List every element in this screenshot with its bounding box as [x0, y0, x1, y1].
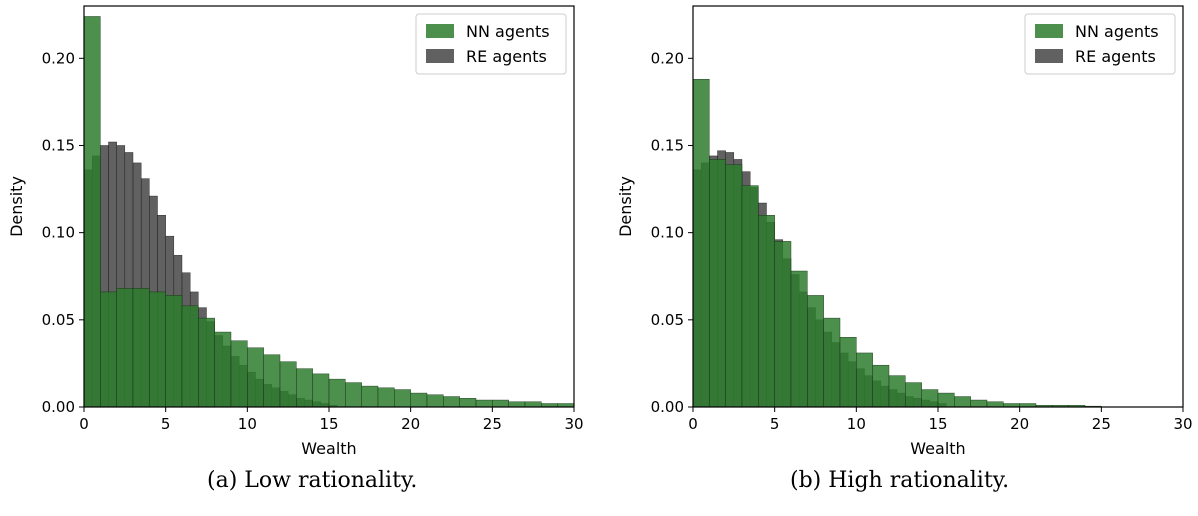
legend-swatch — [1035, 49, 1063, 63]
nn-bar — [807, 295, 823, 407]
legend: NN agents RE agents — [416, 14, 566, 74]
nn-bar — [824, 318, 840, 407]
x-tick-label: 5 — [161, 415, 171, 433]
nn-bar — [411, 393, 427, 407]
y-tick-label: 0.10 — [42, 224, 75, 242]
y-axis-label: Density — [7, 176, 26, 237]
nn-bar — [889, 376, 905, 407]
x-tick-label: 25 — [1092, 415, 1111, 433]
legend-label: NN agents — [466, 22, 550, 41]
nn-bar — [378, 388, 394, 407]
legend-swatch — [426, 24, 454, 38]
bars — [84, 16, 574, 407]
y-tick-label: 0.15 — [651, 136, 684, 154]
y-tick-label: 0.05 — [42, 311, 75, 329]
nn-bar — [460, 398, 476, 407]
caption-high-rationality: (b) High rationality. — [790, 468, 1009, 493]
nn-bar — [166, 295, 182, 407]
nn-bar — [247, 348, 263, 407]
legend-swatch — [1035, 24, 1063, 38]
y-tick-label: 0.20 — [42, 49, 75, 67]
nn-bar — [758, 215, 774, 407]
y-tick-label: 0.15 — [42, 136, 75, 154]
x-tick-label: 25 — [483, 415, 502, 433]
nn-bar — [954, 397, 970, 407]
nn-bar — [525, 402, 541, 407]
nn-bar — [280, 362, 296, 407]
nn-bar — [133, 288, 149, 407]
x-tick-label: 15 — [928, 415, 947, 433]
nn-bar — [840, 337, 856, 407]
nn-bar — [709, 159, 725, 407]
legend-label: RE agents — [1075, 47, 1156, 66]
x-tick-label: 0 — [79, 415, 89, 433]
nn-bar — [443, 397, 459, 407]
nn-bar — [476, 400, 492, 407]
nn-bar — [345, 383, 361, 407]
x-tick-label: 20 — [401, 415, 420, 433]
nn-bar — [492, 400, 508, 407]
nn-bar — [873, 365, 889, 407]
nn-bar — [938, 393, 954, 407]
x-tick-label: 5 — [770, 415, 780, 433]
legend: NN agents RE agents — [1025, 14, 1175, 74]
y-tick-label: 0.10 — [651, 224, 684, 242]
x-axis-label: Wealth — [910, 439, 965, 458]
nn-bar — [313, 374, 329, 407]
x-tick-label: 30 — [1173, 415, 1192, 433]
nn-bar — [856, 353, 872, 407]
nn-bar — [922, 390, 938, 407]
y-tick-label: 0.05 — [651, 311, 684, 329]
x-tick-label: 20 — [1010, 415, 1029, 433]
nn-bar — [509, 402, 525, 407]
nn-bar — [362, 386, 378, 407]
panel-low-rationality: 0 5 10 15 20 25 30 0.00 0.05 0.10 0.15 0.20 Wealth De… — [7, 6, 584, 458]
nn-bar — [693, 79, 709, 407]
x-axis-label: Wealth — [301, 439, 356, 458]
bars — [693, 79, 1101, 407]
y-axis-label: Density — [616, 176, 635, 237]
nn-bar — [182, 306, 198, 407]
nn-bar — [117, 288, 133, 407]
nn-bar — [905, 383, 921, 407]
nn-bar — [427, 395, 443, 407]
nn-bar — [100, 292, 116, 407]
x-tick-label: 10 — [238, 415, 257, 433]
nn-bar — [791, 271, 807, 407]
nn-bar — [775, 241, 791, 407]
x-tick-label: 0 — [688, 415, 698, 433]
y-tick-label: 0.00 — [651, 398, 684, 416]
y-tick-label: 0.20 — [651, 49, 684, 67]
caption-low-rationality: (a) Low rationality. — [207, 468, 417, 493]
x-tick-label: 15 — [319, 415, 338, 433]
x-tick-label: 30 — [564, 415, 583, 433]
nn-bar — [215, 332, 231, 407]
nn-bar — [394, 390, 410, 407]
nn-bar — [726, 165, 742, 407]
panel-high-rationality: 0 5 10 15 20 25 30 0.00 0.05 0.10 0.15 0.20 Wealth De… — [616, 6, 1193, 458]
nn-bar — [971, 400, 987, 407]
legend-label: RE agents — [466, 47, 547, 66]
nn-bar — [987, 402, 1003, 407]
y-tick-label: 0.00 — [42, 398, 75, 416]
legend-swatch — [426, 49, 454, 63]
nn-bar — [84, 16, 100, 407]
legend-label: NN agents — [1075, 22, 1159, 41]
nn-bar — [198, 318, 214, 407]
nn-bar — [329, 379, 345, 407]
nn-bar — [296, 369, 312, 407]
nn-bar — [149, 292, 165, 407]
nn-bar — [742, 186, 758, 407]
x-tick-label: 10 — [847, 415, 866, 433]
nn-bar — [264, 355, 280, 407]
nn-bar — [231, 341, 247, 407]
